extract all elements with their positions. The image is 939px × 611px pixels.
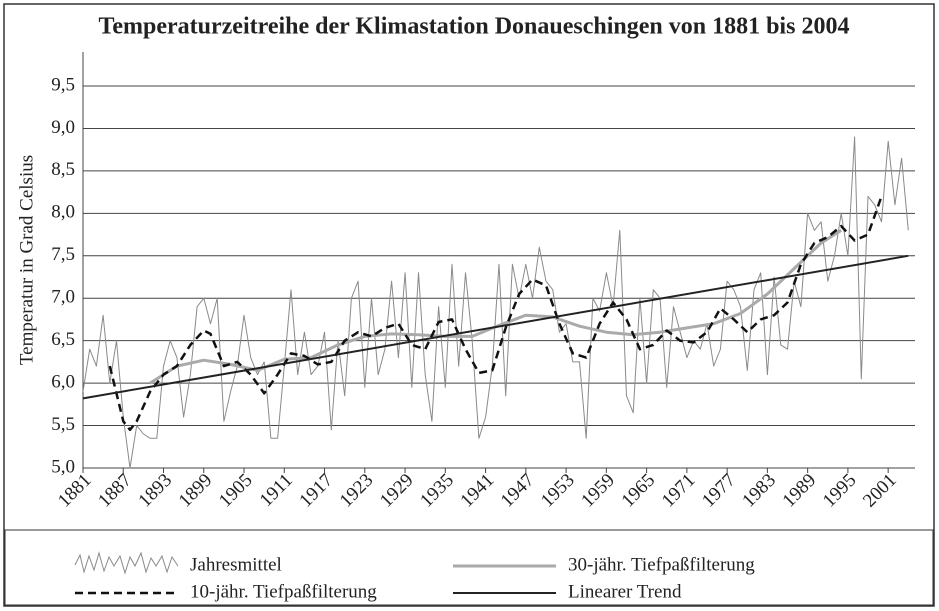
legend-box [4,529,934,606]
legend-label: Jahresmittel [190,554,282,575]
series-line [108,195,883,432]
y-tick-label: 8,0 [51,202,75,223]
chart-title: Temperaturzeitreihe der Klimastation Don… [99,14,850,40]
y-tick-label: 8,5 [51,159,75,180]
y-tick-label: 7,0 [51,287,75,308]
legend-label: Linearer Trend [568,581,682,602]
y-axis-label: Temperatur in Grad Celsius [16,155,37,365]
y-tick-label: 5,0 [51,456,75,477]
legend-swatch-annual [74,551,179,575]
y-tick-label: 9,0 [51,117,75,138]
series-line [82,254,909,400]
legend-label: 30-jähr. Tiefpaßfilterung [568,554,755,575]
y-tick-label: 6,5 [51,329,75,350]
y-tick-label: 7,5 [51,244,75,265]
y-tick-label: 9,5 [51,74,75,95]
y-tick-label: 6,0 [51,371,75,392]
y-tick-label: 5,5 [51,414,75,435]
legend-label: 10-jähr. Tiefpaßfilterung [190,581,377,602]
